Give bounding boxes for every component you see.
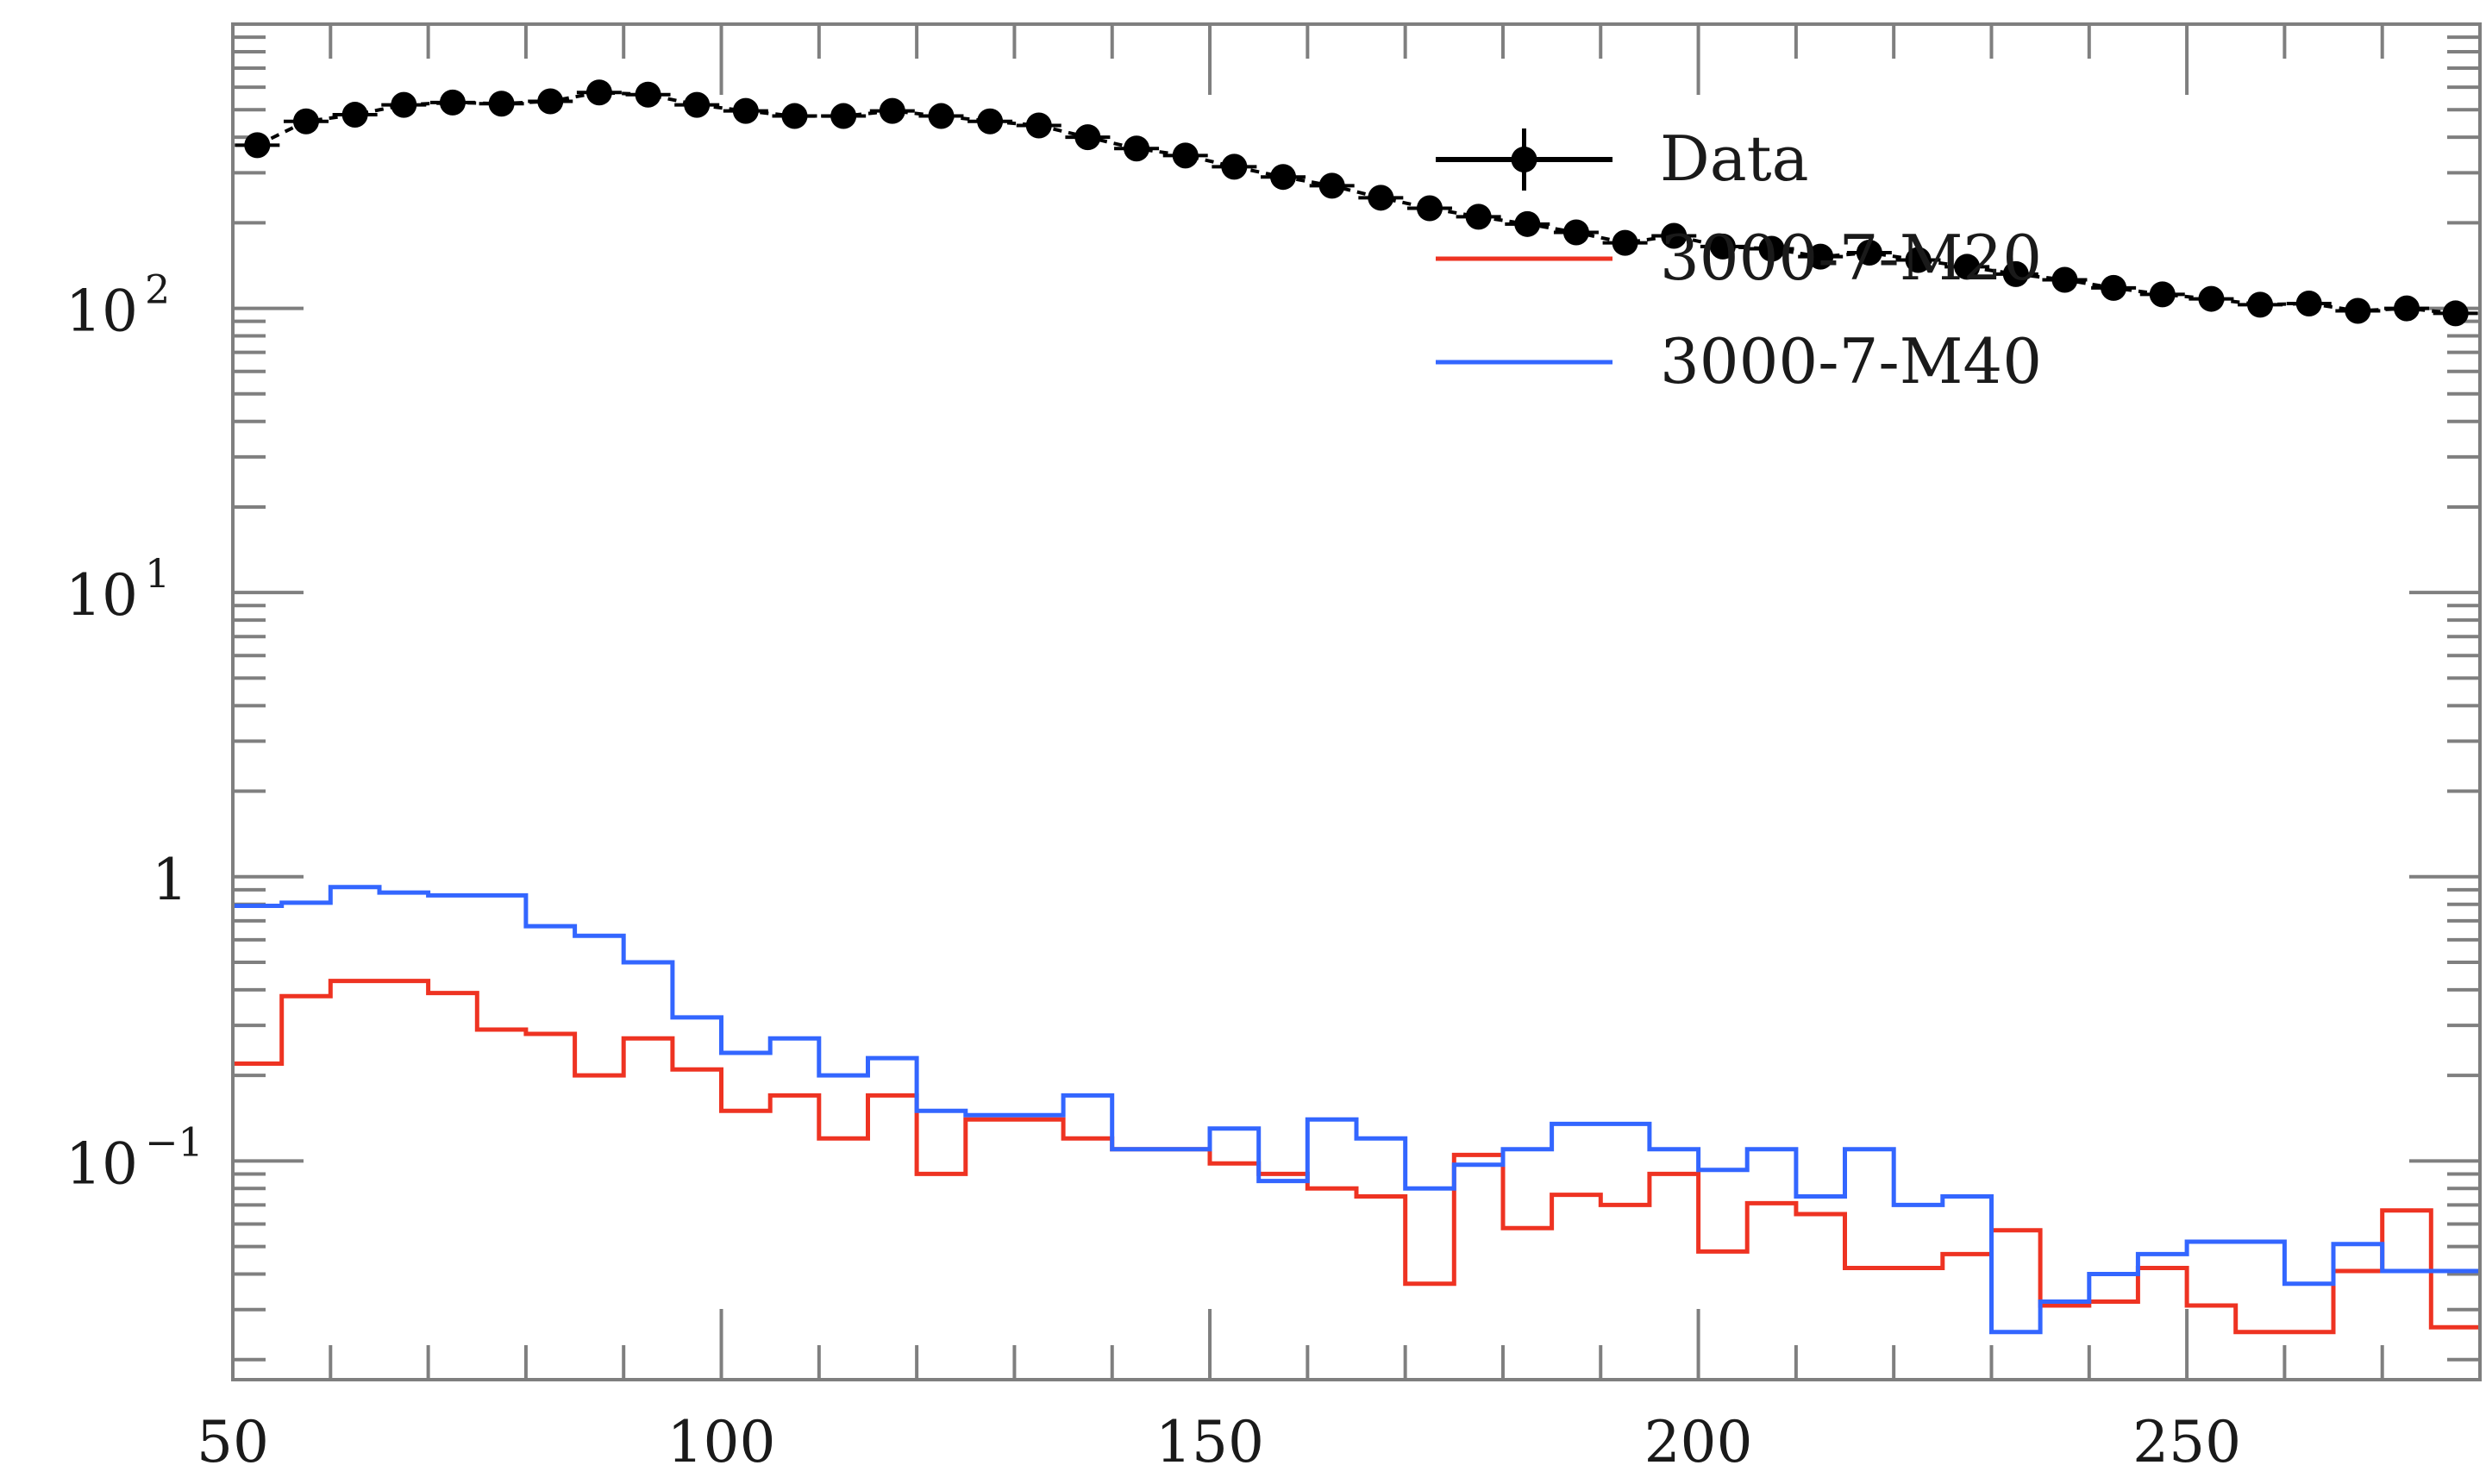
y-tick-label-base: 1 — [152, 847, 188, 913]
legend-label: Data — [1660, 122, 1809, 195]
data-point — [2442, 300, 2469, 327]
data-point — [1124, 135, 1150, 162]
data-point — [1074, 124, 1101, 151]
data-point — [1368, 185, 1394, 211]
x-tick-label: 100 — [667, 1409, 776, 1475]
data-point — [1465, 204, 1492, 230]
data-point — [1318, 172, 1345, 199]
data-point — [585, 79, 612, 106]
series-line-3000-7-M40 — [233, 885, 2480, 1335]
data-point — [537, 88, 564, 115]
data-point — [2002, 260, 2029, 287]
data-point — [732, 97, 759, 124]
y-tick-label-base: 10 — [66, 1130, 138, 1197]
data-point — [635, 81, 661, 108]
data-point — [1758, 235, 1785, 262]
y-tick-label-base: 10 — [66, 562, 138, 629]
data-point — [928, 103, 955, 129]
legend-label: 3000-7-M20 — [1660, 222, 2042, 294]
x-tick-label: 50 — [197, 1409, 269, 1475]
data-point — [1514, 210, 1541, 237]
data-point — [2295, 290, 2322, 316]
legend-entry: 3000-7-M40 — [1436, 325, 2042, 398]
legend-entry: 3000-7-M20 — [1436, 222, 2042, 294]
data-point — [1612, 229, 1638, 256]
data-point — [684, 91, 711, 118]
data-point — [1416, 195, 1443, 222]
data-point — [1807, 243, 1834, 270]
data-point — [1562, 219, 1589, 246]
data-point — [1709, 233, 1736, 260]
data-point — [1905, 247, 1932, 273]
data-point — [879, 97, 905, 124]
data-point — [830, 103, 857, 129]
data-point — [2149, 281, 2176, 308]
data-point — [341, 102, 368, 128]
data-point — [1954, 254, 1981, 280]
data-point — [439, 89, 466, 116]
y-tick-label-base: 10 — [66, 279, 138, 345]
legend-label: 3000-7-M40 — [1660, 325, 2042, 398]
data-point — [781, 103, 808, 129]
y-tick-label: 1 — [152, 847, 188, 913]
y-tick-label: 10 1 — [66, 550, 170, 629]
y-tick-label-exponent: 1 — [145, 550, 170, 597]
data-point — [1856, 240, 1882, 266]
data-connector — [256, 91, 2456, 316]
data-point — [2198, 285, 2225, 312]
y-tick-label: 10 2 — [66, 266, 170, 345]
legend-entry: Data — [1436, 122, 1809, 195]
data-point — [1172, 142, 1199, 169]
x-tick-label: 250 — [2132, 1409, 2241, 1475]
data-point — [1661, 222, 1688, 249]
data-point — [1221, 153, 1248, 180]
data-point — [391, 91, 417, 118]
plot-frame — [231, 22, 2482, 1381]
data-point — [2247, 291, 2274, 318]
data-point — [1025, 112, 1052, 139]
series-group — [233, 79, 2480, 1335]
data-point — [2394, 295, 2420, 322]
y-tick-label-exponent: 2 — [145, 266, 170, 313]
y-tick-label-exponent: −1 — [145, 1118, 204, 1165]
plot-area — [233, 79, 2480, 1335]
data-point — [977, 108, 1004, 135]
data-point — [244, 132, 271, 159]
data-point — [292, 108, 319, 135]
data-point — [488, 91, 515, 117]
data-point — [2051, 266, 2078, 293]
data-point — [2345, 297, 2371, 324]
x-tick-label: 200 — [1644, 1409, 1753, 1475]
x-tick-label: 150 — [1155, 1409, 1264, 1475]
data-point — [2101, 274, 2127, 301]
legend: Data 3000-7-M20 3000-7-M40 — [1436, 122, 2042, 398]
y-tick-label: 10 −1 — [66, 1118, 204, 1197]
data-point — [1270, 164, 1297, 191]
